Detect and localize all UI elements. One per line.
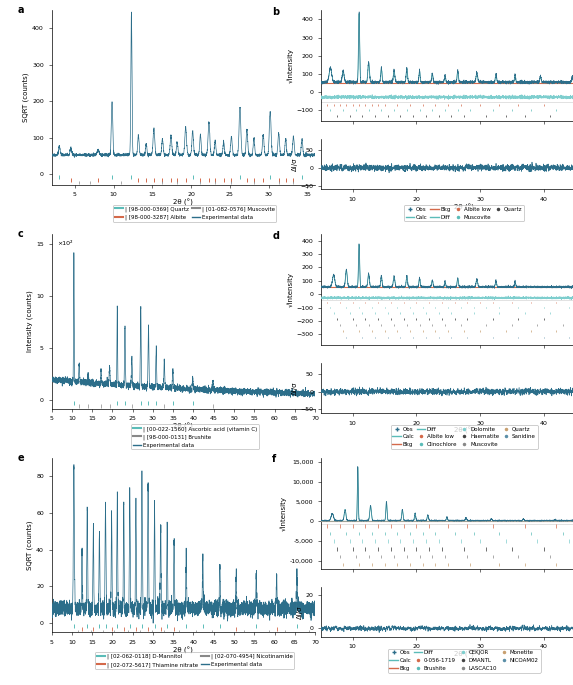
Text: ×10²: ×10² xyxy=(57,241,72,246)
Legend: | [98-000-0369] Quartz, | [98-000-3287] Albite, | [01-082-0576] Muscovite, Exper: | [98-000-0369] Quartz, | [98-000-3287] … xyxy=(113,205,276,222)
Text: f: f xyxy=(272,454,276,464)
Y-axis label: ΔI/σ: ΔI/σ xyxy=(297,605,303,619)
Text: b: b xyxy=(272,7,279,17)
Text: e: e xyxy=(17,453,24,462)
Y-axis label: √Intensity: √Intensity xyxy=(280,496,287,531)
X-axis label: 2θ (°): 2θ (°) xyxy=(174,199,193,206)
Text: c: c xyxy=(17,229,23,239)
X-axis label: 2θ (°): 2θ (°) xyxy=(454,203,474,210)
Text: a: a xyxy=(17,5,24,15)
Legend: Obs, Calc, Bkg, Diff, Albite low, Clinochlore, Dolomite, Haematite, Muscovite, Q: Obs, Calc, Bkg, Diff, Albite low, Clinoc… xyxy=(391,425,537,449)
X-axis label: 2θ (°): 2θ (°) xyxy=(174,647,193,653)
X-axis label: 2θ (°): 2θ (°) xyxy=(174,423,193,429)
Text: d: d xyxy=(272,231,279,240)
Y-axis label: SQRT (counts): SQRT (counts) xyxy=(27,521,33,570)
Legend: Obs, Calc, Bkg, Diff, Albite low, Muscovite, Quartz: Obs, Calc, Bkg, Diff, Albite low, Muscov… xyxy=(404,205,524,221)
Legend: | [02-062-0118] D-Mannitol, | [02-072-5617] Thiamine nitrate, | [02-070-4954] Ni: | [02-062-0118] D-Mannitol, | [02-072-56… xyxy=(95,652,295,669)
Legend: | [00-022-1560] Ascorbic acid (vitamin C), | [98-000-0131] Brushite, Experimenta: | [00-022-1560] Ascorbic acid (vitamin C… xyxy=(131,425,258,449)
Y-axis label: √Intensity: √Intensity xyxy=(287,48,293,84)
X-axis label: 2θ (°): 2θ (°) xyxy=(454,427,474,434)
Y-axis label: ΔI/σ: ΔI/σ xyxy=(292,158,297,171)
Y-axis label: SQRT (counts): SQRT (counts) xyxy=(23,73,29,123)
Legend: Obs, Calc, Bkg, Diff, 0-056-1719, Brushite, CEKJOR, DMANTL, LASCAC10, Monetite, : Obs, Calc, Bkg, Diff, 0-056-1719, Brushi… xyxy=(388,649,540,673)
Y-axis label: Intensity (counts): Intensity (counts) xyxy=(27,290,33,352)
Y-axis label: ΔI/σ: ΔI/σ xyxy=(292,382,297,395)
X-axis label: 2θ (°): 2θ (°) xyxy=(454,651,474,658)
Y-axis label: √Intensity: √Intensity xyxy=(286,272,293,307)
